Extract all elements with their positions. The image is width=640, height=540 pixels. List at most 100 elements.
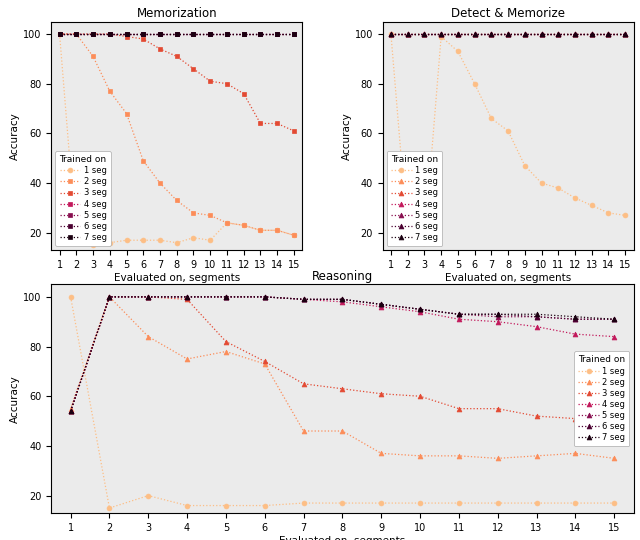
7 seg — [611, 316, 618, 322]
7 seg — [145, 294, 152, 300]
4 seg — [621, 31, 629, 37]
Line: 6 seg: 6 seg — [388, 32, 628, 37]
Line: 3 seg: 3 seg — [57, 32, 296, 133]
4 seg — [67, 408, 74, 414]
2 seg — [571, 31, 579, 37]
5 seg — [189, 31, 197, 37]
2 seg — [183, 356, 191, 362]
3 seg — [611, 401, 618, 407]
1 seg — [72, 237, 80, 244]
4 seg — [183, 294, 191, 300]
7 seg — [89, 31, 97, 37]
5 seg — [67, 408, 74, 414]
5 seg — [300, 296, 307, 302]
2 seg — [437, 31, 445, 37]
1 seg — [521, 163, 529, 169]
7 seg — [189, 31, 197, 37]
Line: 2 seg: 2 seg — [57, 32, 296, 238]
6 seg — [488, 31, 495, 37]
7 seg — [455, 311, 463, 318]
X-axis label: Evaluated on, segments: Evaluated on, segments — [445, 273, 572, 282]
2 seg — [240, 222, 248, 228]
4 seg — [123, 31, 131, 37]
7 seg — [222, 294, 230, 300]
1 seg — [437, 33, 445, 40]
3 seg — [123, 33, 131, 40]
1 seg — [404, 232, 412, 239]
2 seg — [290, 232, 298, 239]
7 seg — [378, 301, 385, 308]
7 seg — [572, 314, 579, 320]
6 seg — [223, 31, 231, 37]
2 seg — [404, 31, 412, 37]
4 seg — [532, 323, 540, 330]
4 seg — [471, 31, 479, 37]
7 seg — [223, 31, 231, 37]
3 seg — [273, 120, 281, 127]
2 seg — [621, 31, 629, 37]
6 seg — [588, 31, 596, 37]
Line: 7 seg: 7 seg — [68, 294, 616, 414]
7 seg — [261, 294, 269, 300]
3 seg — [455, 406, 463, 412]
6 seg — [471, 31, 479, 37]
4 seg — [72, 31, 80, 37]
2 seg — [72, 31, 80, 37]
4 seg — [554, 31, 562, 37]
2 seg — [145, 333, 152, 340]
2 seg — [611, 455, 618, 462]
6 seg — [156, 31, 164, 37]
2 seg — [572, 450, 579, 457]
Line: 7 seg: 7 seg — [388, 32, 628, 37]
3 seg — [494, 406, 502, 412]
1 seg — [504, 127, 512, 134]
3 seg — [437, 31, 445, 37]
6 seg — [611, 316, 618, 322]
7 seg — [273, 31, 281, 37]
3 seg — [261, 358, 269, 365]
3 seg — [554, 31, 562, 37]
Line: 1 seg: 1 seg — [57, 32, 296, 248]
6 seg — [532, 314, 540, 320]
Line: 5 seg: 5 seg — [68, 294, 616, 414]
6 seg — [454, 31, 461, 37]
1 seg — [494, 500, 502, 507]
1 seg — [222, 502, 230, 509]
7 seg — [300, 296, 307, 302]
Title: Memorization: Memorization — [136, 8, 217, 21]
4 seg — [571, 31, 579, 37]
6 seg — [257, 31, 264, 37]
5 seg — [488, 31, 495, 37]
6 seg — [554, 31, 562, 37]
6 seg — [455, 311, 463, 318]
1 seg — [621, 212, 629, 219]
5 seg — [404, 31, 412, 37]
7 seg — [72, 31, 80, 37]
5 seg — [173, 31, 180, 37]
6 seg — [416, 306, 424, 313]
3 seg — [538, 31, 545, 37]
4 seg — [378, 303, 385, 310]
Line: 1 seg: 1 seg — [68, 294, 616, 510]
4 seg — [56, 31, 63, 37]
1 seg — [140, 237, 147, 244]
5 seg — [454, 31, 461, 37]
Line: 4 seg: 4 seg — [57, 32, 296, 37]
6 seg — [183, 294, 191, 300]
1 seg — [156, 237, 164, 244]
7 seg — [416, 306, 424, 313]
3 seg — [504, 31, 512, 37]
5 seg — [140, 31, 147, 37]
6 seg — [67, 408, 74, 414]
4 seg — [504, 31, 512, 37]
2 seg — [257, 227, 264, 233]
5 seg — [387, 31, 395, 37]
4 seg — [455, 316, 463, 322]
7 seg — [140, 31, 147, 37]
7 seg — [290, 31, 298, 37]
7 seg — [67, 408, 74, 414]
3 seg — [572, 415, 579, 422]
1 seg — [123, 237, 131, 244]
6 seg — [404, 31, 412, 37]
2 seg — [454, 31, 461, 37]
